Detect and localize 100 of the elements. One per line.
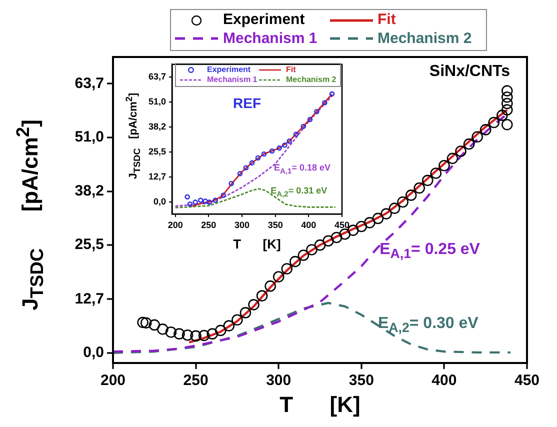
x-tick-label: 250 [183,372,208,390]
x-tick-label: 350 [268,220,283,230]
legend-label: Experiment [206,65,252,75]
point [220,192,226,198]
y-tick-label: 12,7 [74,290,104,308]
legend-label: Mechanism 1 [206,75,258,85]
point [314,108,320,114]
point [206,200,212,205]
point [202,198,208,204]
point [306,244,318,256]
point [276,145,282,151]
point [501,92,513,103]
point [190,330,202,342]
y-tick-label: 0,0 [153,196,166,207]
point [446,152,458,164]
point [298,250,310,261]
point [137,316,148,328]
point [281,263,293,274]
point [223,320,235,332]
point [339,228,350,240]
point [212,198,218,203]
point [364,217,376,228]
x-tick-label: 250 [201,220,216,230]
point [184,194,190,200]
point [329,91,335,97]
point [198,330,210,342]
point [414,182,426,194]
point [249,160,255,166]
line-series [174,188,336,208]
point [496,110,508,121]
point [174,328,185,340]
annotation: E$_{A,1}$= 0.18 eV [274,162,330,176]
line-series [113,302,512,354]
point [455,146,466,157]
point [300,124,306,130]
point [232,314,243,326]
point [388,202,400,214]
x-tick-label: 400 [432,372,457,390]
y-tick-label: 38,2 [74,182,104,200]
point [397,196,408,208]
point [330,232,342,244]
x-tick-label: 200 [168,220,183,230]
point [380,208,392,220]
point [480,124,492,136]
point [282,142,288,148]
point [472,131,483,143]
point [206,328,218,340]
annotation: SiNx/CNTs [429,63,510,81]
point [488,116,500,128]
point [501,118,513,130]
point [356,220,368,232]
point [322,235,334,247]
x-tick-label: 200 [100,372,126,390]
y-tick-label: 63,7 [74,74,104,92]
point [264,280,276,292]
point [501,98,513,110]
x-tick-label: 350 [348,372,374,390]
annotation: E$_{A,1}$= 0.25 eV [380,241,480,262]
point [261,151,267,157]
point [286,138,292,144]
legend-label: Mechanism 2 [285,75,337,85]
x-axis-title: T [K] [280,392,360,418]
legend-label: Mechanism 2 [376,30,473,48]
point [228,180,234,186]
point [501,85,513,96]
y-tick-label: 51,0 [148,96,166,106]
legend-label: Mechanism 1 [222,30,318,48]
point [256,290,268,302]
point [198,198,204,203]
point [322,100,328,106]
annotation: E$_{A,2}$= 0.30 eV [378,315,478,336]
point [438,160,450,172]
point [187,202,193,207]
point [182,329,194,341]
x-tick-label: 400 [301,220,316,230]
x-tick-label: 300 [266,372,292,390]
point [430,168,442,179]
point [165,326,177,338]
point [157,324,168,335]
point [240,307,252,318]
annotation: E$_{A,2}$= 0.31 eV [270,186,328,199]
x-tick-label: 450 [334,220,350,230]
point [269,148,275,154]
point [501,104,513,116]
point [372,212,384,224]
legend-label: Fit [285,65,297,75]
point [290,256,301,268]
point [214,324,226,336]
x-tick-label: 450 [514,372,540,390]
point [463,138,475,150]
point [307,116,313,122]
x-tick-label: 300 [234,220,250,230]
point [422,174,434,186]
y-tick-label: 38,2 [148,121,166,132]
point [248,299,260,310]
y-tick-label: 63,7 [148,71,166,82]
y-tick-label: 12,7 [148,172,166,182]
point [140,317,152,328]
point [148,319,160,331]
point [272,271,284,282]
